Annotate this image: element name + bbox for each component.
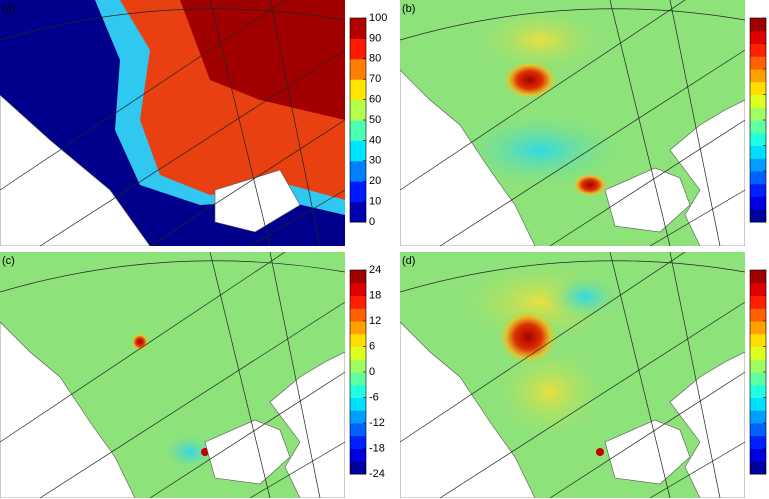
panel-label: (d) <box>402 255 415 267</box>
colorbar-tick-label: 70 <box>369 73 381 85</box>
map-field <box>180 0 345 120</box>
colorbar-tick-label: 80 <box>369 53 381 65</box>
colorbar-tick-label: -24 <box>369 468 385 480</box>
colorbar-segment <box>750 384 766 398</box>
map-field <box>545 272 625 322</box>
colorbar-segment <box>750 107 766 121</box>
colorbar-segment <box>350 79 366 101</box>
colorbar-segment <box>350 410 366 424</box>
colorbar-segment <box>750 346 766 360</box>
colorbar-segment <box>350 201 366 223</box>
colorbar-segment <box>750 81 766 95</box>
colorbar-segment <box>750 282 766 296</box>
colorbar-tick-label: 10 <box>369 196 381 208</box>
colorbar-segment <box>750 94 766 108</box>
map-field <box>450 110 630 190</box>
colorbar-segment <box>350 160 366 182</box>
colorbar-tick-label: 12 <box>369 315 381 327</box>
colorbar-segment <box>750 56 766 70</box>
colorbar-tick-label: 0 <box>369 366 375 378</box>
colorbar-segment <box>750 171 766 185</box>
colorbar-segment <box>750 461 766 475</box>
colorbar-segment <box>750 196 766 210</box>
colorbar-segment <box>350 120 366 141</box>
colorbar-segment <box>350 18 366 39</box>
map-b <box>400 0 745 246</box>
colorbar-segment <box>750 69 766 83</box>
panel-label: (c) <box>2 255 15 267</box>
colorbar-segment <box>350 321 366 335</box>
colorbar-segment <box>350 448 366 462</box>
colorbar-segment <box>750 321 766 335</box>
panel-label: (b) <box>402 3 415 15</box>
colorbar-segment <box>350 333 366 347</box>
colorbar-segment <box>750 448 766 462</box>
map-c <box>0 252 345 498</box>
panel-label: (a) <box>2 3 15 15</box>
colorbar-segment <box>350 282 366 296</box>
colorbar-segment <box>750 18 766 32</box>
colorbar-segment <box>350 140 366 162</box>
colorbar-segment <box>350 38 366 60</box>
colorbar-segment <box>350 359 366 373</box>
colorbar-segment <box>350 461 366 475</box>
map-field <box>131 333 149 351</box>
colorbar-segment <box>750 209 766 223</box>
map-field <box>470 5 610 75</box>
colorbar-segment <box>750 423 766 437</box>
map-a <box>0 0 345 246</box>
colorbar-segment <box>750 270 766 284</box>
colorbar-segment <box>750 30 766 44</box>
colorbar-segment <box>350 372 366 386</box>
colorbar-segment <box>750 308 766 322</box>
colorbar-tick-label: 40 <box>369 134 381 146</box>
colorbar-segment <box>750 120 766 134</box>
colorbar-segment <box>750 359 766 373</box>
land <box>214 169 301 233</box>
colorbar-segment <box>350 99 366 121</box>
map-field <box>502 60 558 100</box>
land <box>0 94 151 246</box>
colorbar-segment <box>750 145 766 159</box>
colorbar-tick-label: 24 <box>369 264 381 276</box>
colorbar-tick-label: 6 <box>369 340 375 352</box>
map-field <box>498 309 558 365</box>
colorbar-segment <box>350 384 366 398</box>
map-field <box>596 448 604 456</box>
colorbar-segment <box>750 158 766 172</box>
colorbar-segment <box>350 270 366 284</box>
colorbar-segment <box>350 181 366 203</box>
map-field <box>572 173 608 197</box>
colorbar-segment <box>350 295 366 309</box>
colorbar-tick-label: -6 <box>369 391 379 403</box>
colorbar-tick-label: 20 <box>369 175 381 187</box>
colorbar-segment <box>350 58 366 80</box>
colorbar-segment <box>350 435 366 449</box>
colorbar-segment <box>750 295 766 309</box>
colorbar-tick-label: 60 <box>369 94 381 106</box>
colorbar-tick-label: 0 <box>369 216 375 228</box>
colorbar-segment <box>750 183 766 197</box>
map-field <box>490 342 610 442</box>
colorbar-tick-label: 100 <box>369 12 387 24</box>
colorbar-segment <box>350 423 366 437</box>
colorbar-segment <box>350 308 366 322</box>
colorbar-tick-label: -18 <box>369 442 385 454</box>
colorbar-segment <box>350 346 366 360</box>
colorbar-tick-label: 50 <box>369 114 381 126</box>
colorbar-segment <box>350 397 366 411</box>
colorbar-segment <box>750 410 766 424</box>
colorbar-tick-label: -12 <box>369 417 385 429</box>
colorbar-tick-label: 90 <box>369 32 381 44</box>
colorbar-segment <box>750 372 766 386</box>
colorbar-tick-label: 18 <box>369 289 381 301</box>
map-d <box>400 252 745 498</box>
colorbar-segment <box>750 333 766 347</box>
colorbar-segment <box>750 435 766 449</box>
colorbar-segment <box>750 43 766 57</box>
colorbar-tick-label: 30 <box>369 155 381 167</box>
colorbar-segment <box>750 397 766 411</box>
colorbar-segment <box>750 132 766 146</box>
